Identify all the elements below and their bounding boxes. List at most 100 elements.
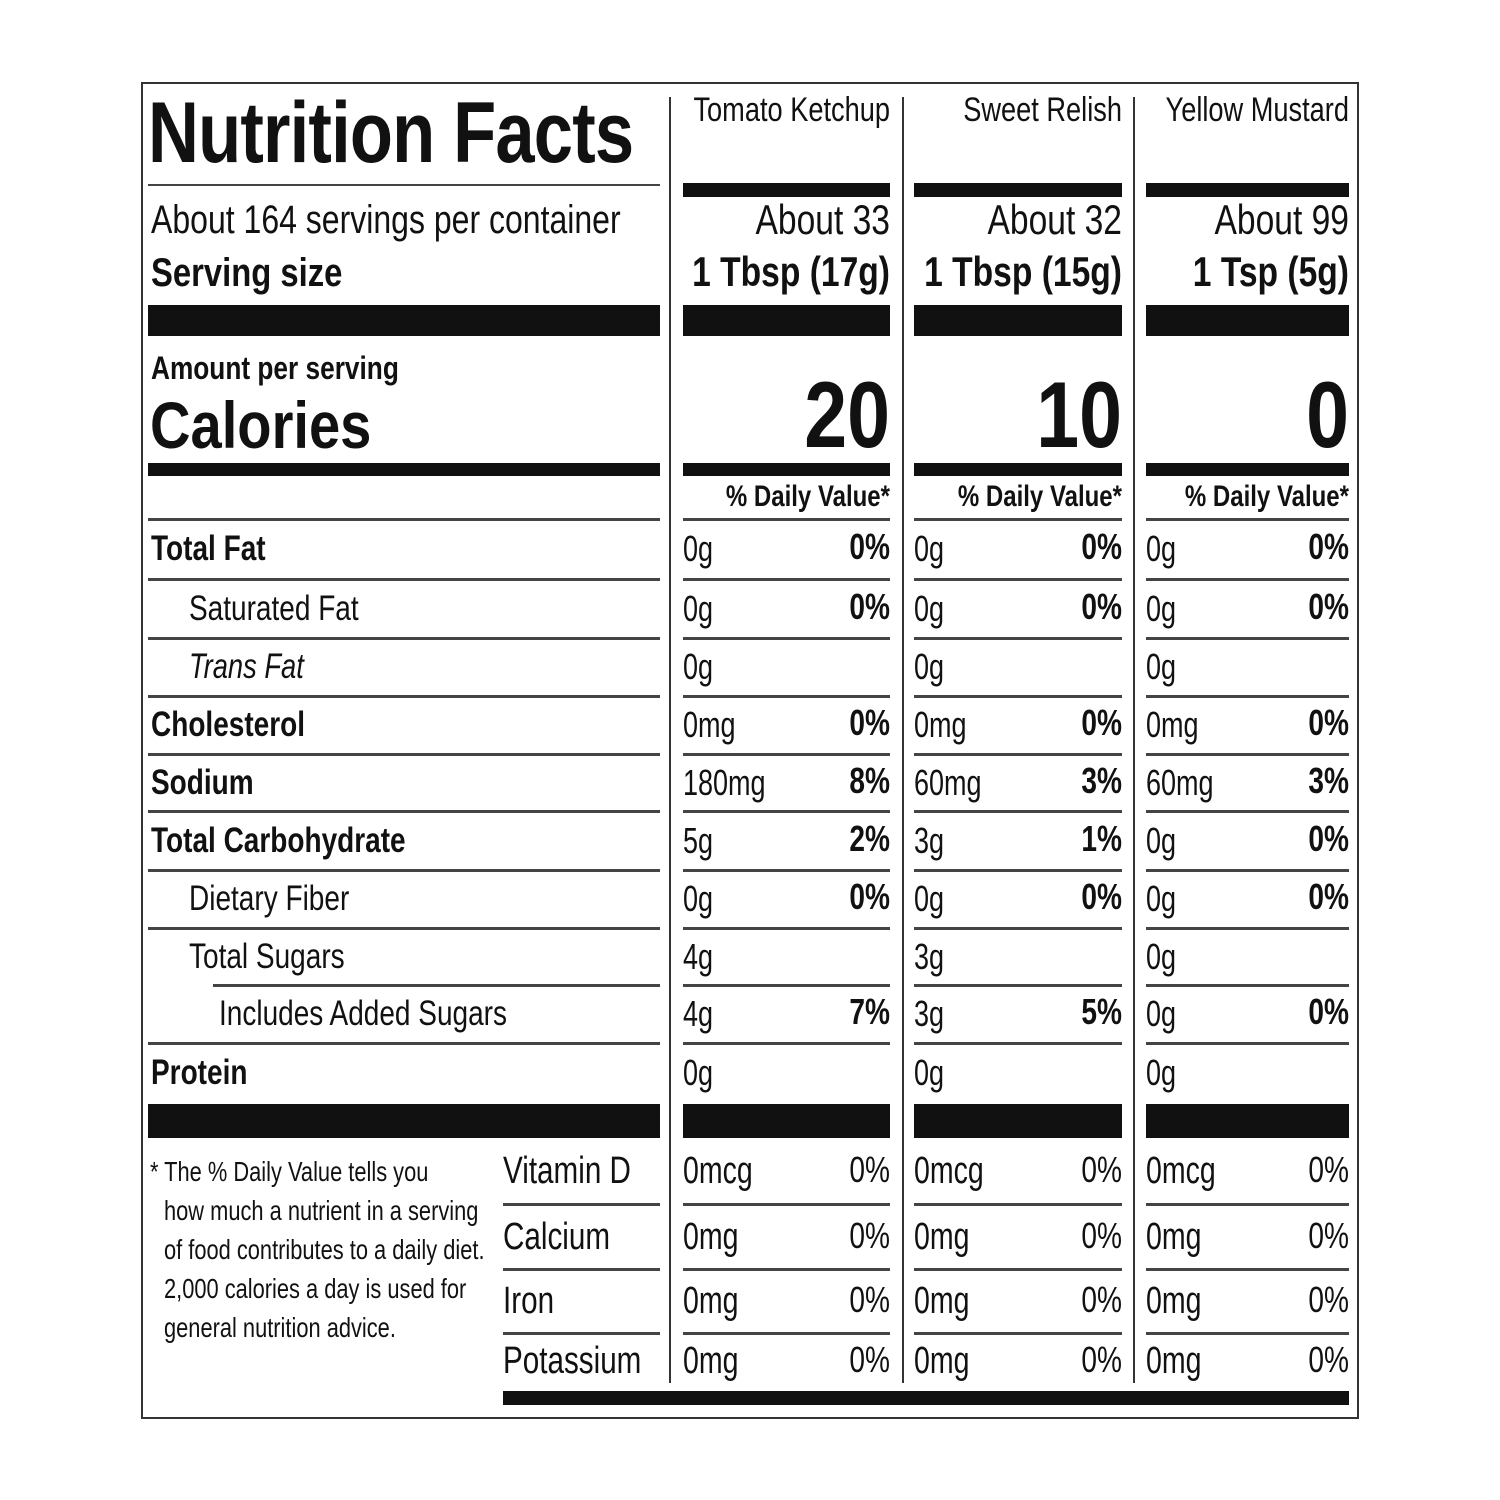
daily-value-header: % Daily Value* [957,480,1122,513]
nutrient-daily-value: 0% [1308,702,1349,743]
row-rule [148,695,660,698]
amount-per-serving: Amount per serving [151,350,399,386]
nutrient-amount: 0mg [683,704,736,745]
calories-rule [683,463,890,476]
nutrient-amount: 0g [1146,527,1177,569]
row-rule [503,1203,660,1206]
nutrient-amount: 0mg [914,704,967,745]
nutrient-daily-value: 0% [1081,525,1122,567]
nutrient-amount: 3g [914,935,945,977]
product-name: Sweet Relish [963,91,1122,129]
vitamin-daily-value: 0% [849,1339,890,1380]
row-rule [1146,1332,1349,1335]
row-rule [914,927,1122,930]
calories-value: 20 [804,362,890,467]
row-rule [683,1332,890,1335]
row-rule [683,578,890,581]
vitamin-daily-value: 0% [1308,1339,1349,1380]
nutrient-daily-value: 0% [1308,876,1349,917]
nutrient-amount: 4g [683,935,714,977]
footnote-line: how much a nutrient in a serving [164,1195,479,1226]
nutrient-label: Total Fat [151,528,266,568]
nutrient-amount: 0g [683,878,714,919]
row-rule [914,810,1122,813]
nutrient-label: Sodium [151,762,254,802]
row-rule [914,984,1122,987]
nutrient-amount: 0g [1146,935,1177,977]
nutrient-amount: 0g [914,1052,945,1093]
nutrient-amount: 0g [1146,878,1177,919]
row-rule [503,1332,660,1335]
nutrient-label: Total Sugars [189,936,345,976]
product-name: Tomato Ketchup [693,91,890,129]
row-rule [914,1042,1122,1045]
vitamin-amount: 0mcg [683,1149,753,1192]
row-rule [148,518,660,521]
footnote-line: 2,000 calories a day is used for [164,1273,467,1304]
vitamin-amount: 0mg [914,1215,970,1258]
row-rule [1146,1268,1349,1271]
row-rule [148,753,660,756]
vitamin-amount: 0mg [914,1340,970,1382]
servings-per-container: About 164 servings per container [151,198,621,242]
vitamin-amount: 0mg [683,1340,739,1382]
serving-size-value: 1 Tbsp (17g) [692,248,890,295]
title-rule [148,184,660,186]
nutrient-amount: 180mg [683,761,766,803]
vitamin-daily-value: 0% [849,1214,890,1256]
row-rule [914,637,1122,640]
calories-rule [148,463,660,476]
vitamin-daily-value: 0% [1081,1339,1122,1380]
row-rule [503,1268,660,1271]
thick-rule [914,1104,1122,1138]
row-rule [683,637,890,640]
calories-label: Calories [150,388,372,462]
calories-value: 0 [1306,362,1349,467]
nutrient-amount: 3g [914,819,945,861]
nutrient-daily-value: 2% [849,817,890,859]
nutrient-daily-value: 0% [1308,585,1349,627]
thick-rule [683,1104,890,1138]
calories-rule [1146,463,1349,476]
nutrient-daily-value: 1% [1081,817,1122,859]
nutrient-label-italic: Trans Fat [189,647,304,686]
row-rule [1146,984,1349,987]
thick-rule [914,305,1122,336]
nutrient-amount: 0g [914,587,945,629]
nutrient-daily-value: 0% [849,876,890,917]
vitamin-amount: 0mg [914,1280,970,1322]
nutrient-label: Cholesterol [151,705,306,744]
nutrient-amount: 5g [683,819,714,861]
row-rule [148,869,660,872]
row-rule [683,695,890,698]
nutrient-label: Dietary Fiber [189,879,350,918]
thick-rule [1146,1104,1349,1138]
nutrient-amount: 0g [1146,587,1177,629]
row-rule [213,984,660,987]
row-rule [683,753,890,756]
footnote-line: * The % Daily Value tells you [150,1156,429,1187]
thick-rule [683,305,890,336]
row-rule [1146,578,1349,581]
thick-rule [1146,305,1349,336]
row-rule [1146,695,1349,698]
nutrient-daily-value: 7% [849,991,890,1032]
vitamin-daily-value: 0% [1308,1148,1349,1190]
thick-rule [148,1104,660,1138]
vitamin-label: Iron [503,1280,555,1322]
row-rule [914,518,1122,521]
row-rule [914,753,1122,756]
row-rule [148,637,660,640]
nutrient-amount: 0g [683,1052,714,1093]
nutrient-amount: 0g [914,878,945,919]
row-rule [914,578,1122,581]
nutrient-amount: 0mg [1146,704,1199,745]
serving-size-label: Serving size [151,251,343,295]
row-rule [1146,869,1349,872]
vitamin-daily-value: 0% [849,1279,890,1320]
nutrient-amount: 0g [683,646,714,687]
nutrient-label: Includes Added Sugars [219,994,507,1033]
vitamin-label: Calcium [503,1215,611,1258]
row-rule [683,869,890,872]
thick-rule [148,305,660,336]
